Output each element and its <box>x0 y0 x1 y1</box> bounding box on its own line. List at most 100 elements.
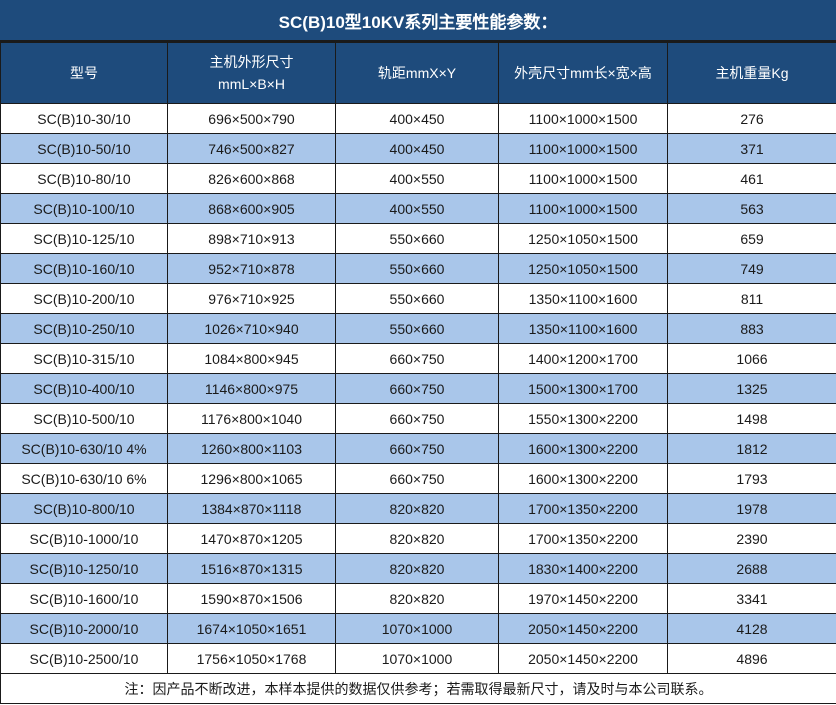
table-cell-col0: SC(B)10-30/10 <box>0 103 168 134</box>
table-cell-col0: SC(B)10-125/10 <box>0 223 168 254</box>
table-cell-col0: SC(B)10-400/10 <box>0 373 168 404</box>
table-cell-col1: 826×600×868 <box>167 163 336 194</box>
table-cell-col0: SC(B)10-2500/10 <box>0 643 168 674</box>
table-footer: 注：因产品不断改进，本样本提供的数据仅供参考；若需取得最新尺寸，请及时与本公司联… <box>0 673 836 704</box>
table-cell-col2: 550×660 <box>335 283 499 314</box>
table-cell-col0: SC(B)10-500/10 <box>0 403 168 434</box>
table-cell-col2: 400×450 <box>335 103 499 134</box>
table-cell-col1: 1756×1050×1768 <box>167 643 336 674</box>
table-cell-col1: 746×500×827 <box>167 133 336 164</box>
table-cell-col4: 1793 <box>667 463 836 494</box>
spec-table: 型号 主机外形尺寸 mmL×B×H 轨距mmX×Y 外壳尺寸mm长×宽×高 主机… <box>0 42 836 704</box>
table-cell-col1: 1176×800×1040 <box>167 403 336 434</box>
table-cell-col2: 660×750 <box>335 433 499 464</box>
table-cell-col1: 1026×710×940 <box>167 313 336 344</box>
table-row: SC(B)10-2000/10 1674×1050×1651 1070×1000 20… <box>0 613 836 644</box>
table-row: SC(B)10-500/10 1176×800×1040 660×750 1550×1… <box>0 403 836 434</box>
table-cell-col4: 883 <box>667 313 836 344</box>
table-row: SC(B)10-100/10 868×600×905 400×550 1100×100… <box>0 193 836 224</box>
table-cell-col0: SC(B)10-160/10 <box>0 253 168 284</box>
table-cell-col1: 868×600×905 <box>167 193 336 224</box>
header-row: 型号 主机外形尺寸 mmL×B×H 轨距mmX×Y 外壳尺寸mm长×宽×高 主机… <box>0 42 836 104</box>
table-cell-col1: 898×710×913 <box>167 223 336 254</box>
table-row: SC(B)10-800/10 1384×870×1118 820×820 1700×1… <box>0 493 836 524</box>
table-cell-col2: 820×820 <box>335 583 499 614</box>
table-cell-col3: 1700×1350×2200 <box>498 493 668 524</box>
table-cell-col3: 1100×1000×1500 <box>498 133 668 164</box>
table-row: SC(B)10-50/10 746×500×827 400×450 1100×1000… <box>0 133 836 164</box>
table-cell-col0: SC(B)10-315/10 <box>0 343 168 374</box>
table-cell-col4: 1812 <box>667 433 836 464</box>
table-cell-col1: 1084×800×945 <box>167 343 336 374</box>
table-cell-col3: 1550×1300×2200 <box>498 403 668 434</box>
table-cell-col2: 400×550 <box>335 193 499 224</box>
table-cell-col0: SC(B)10-1250/10 <box>0 553 168 584</box>
table-cell-col1: 1516×870×1315 <box>167 553 336 584</box>
table-row: SC(B)10-2500/10 1756×1050×1768 1070×1000 20… <box>0 643 836 674</box>
table-cell-col3: 1350×1100×1600 <box>498 283 668 314</box>
table-cell-col3: 1400×1200×1700 <box>498 343 668 374</box>
table-cell-col2: 660×750 <box>335 463 499 494</box>
table-cell-col3: 2050×1450×2200 <box>498 613 668 644</box>
note-row: 注：因产品不断改进，本样本提供的数据仅供参考；若需取得最新尺寸，请及时与本公司联… <box>0 673 836 704</box>
table-header: 型号 主机外形尺寸 mmL×B×H 轨距mmX×Y 外壳尺寸mm长×宽×高 主机… <box>0 42 836 104</box>
table-row: SC(B)10-80/10 826×600×868 400×550 1100×1000… <box>0 163 836 194</box>
column-header-shell-size: 外壳尺寸mm长×宽×高 <box>498 42 668 104</box>
table-cell-col2: 660×750 <box>335 343 499 374</box>
table-cell-col4: 3341 <box>667 583 836 614</box>
table-cell-col4: 749 <box>667 253 836 284</box>
table-cell-col1: 1260×800×1103 <box>167 433 336 464</box>
table-cell-col2: 660×750 <box>335 373 499 404</box>
table-cell-col0: SC(B)10-630/10 4% <box>0 433 168 464</box>
table-row: SC(B)10-30/10 696×500×790 400×450 1100×1000… <box>0 103 836 134</box>
column-header-model: 型号 <box>0 42 168 104</box>
table-cell-col3: 1970×1450×2200 <box>498 583 668 614</box>
table-cell-col0: SC(B)10-1600/10 <box>0 583 168 614</box>
table-body: SC(B)10-30/10 696×500×790 400×450 1100×1000… <box>0 103 836 674</box>
table-cell-col0: SC(B)10-250/10 <box>0 313 168 344</box>
table-cell-col4: 276 <box>667 103 836 134</box>
table-cell-col1: 1146×800×975 <box>167 373 336 404</box>
table-cell-col1: 696×500×790 <box>167 103 336 134</box>
table-cell-col3: 2050×1450×2200 <box>498 643 668 674</box>
table-cell-col3: 1250×1050×1500 <box>498 253 668 284</box>
table-cell-col0: SC(B)10-1000/10 <box>0 523 168 554</box>
table-cell-col3: 1500×1300×1700 <box>498 373 668 404</box>
table-cell-col4: 371 <box>667 133 836 164</box>
table-row: SC(B)10-200/10 976×710×925 550×660 1350×110… <box>0 283 836 314</box>
table-cell-col2: 550×660 <box>335 313 499 344</box>
table-cell-col4: 563 <box>667 193 836 224</box>
table-cell-col1: 1590×870×1506 <box>167 583 336 614</box>
table-cell-col0: SC(B)10-50/10 <box>0 133 168 164</box>
table-cell-col2: 660×750 <box>335 403 499 434</box>
table-cell-col0: SC(B)10-80/10 <box>0 163 168 194</box>
table-cell-col2: 550×660 <box>335 253 499 284</box>
table-cell-col4: 1066 <box>667 343 836 374</box>
table-cell-col2: 820×820 <box>335 523 499 554</box>
table-cell-col3: 1830×1400×2200 <box>498 553 668 584</box>
footer-note: 注：因产品不断改进，本样本提供的数据仅供参考；若需取得最新尺寸，请及时与本公司联… <box>0 673 836 704</box>
table-cell-col2: 550×660 <box>335 223 499 254</box>
table-row: SC(B)10-1600/10 1590×870×1506 820×820 1970×… <box>0 583 836 614</box>
table-row: SC(B)10-315/10 1084×800×945 660×750 1400×12… <box>0 343 836 374</box>
table-row: SC(B)10-125/10 898×710×913 550×660 1250×105… <box>0 223 836 254</box>
table-cell-col1: 1296×800×1065 <box>167 463 336 494</box>
table-cell-col4: 1325 <box>667 373 836 404</box>
table-cell-col3: 1600×1300×2200 <box>498 433 668 464</box>
table-cell-col3: 1100×1000×1500 <box>498 163 668 194</box>
table-cell-col3: 1100×1000×1500 <box>498 193 668 224</box>
table-cell-col0: SC(B)10-100/10 <box>0 193 168 224</box>
table-row: SC(B)10-630/10 4% 1260×800×1103 660×750 160… <box>0 433 836 464</box>
table-cell-col4: 4896 <box>667 643 836 674</box>
table-cell-col3: 1700×1350×2200 <box>498 523 668 554</box>
table-cell-col0: SC(B)10-800/10 <box>0 493 168 524</box>
table-cell-col1: 976×710×925 <box>167 283 336 314</box>
table-cell-col2: 820×820 <box>335 493 499 524</box>
table-title: SC(B)10型10KV系列主要性能参数： <box>0 0 836 42</box>
table-cell-col4: 659 <box>667 223 836 254</box>
table-cell-col0: SC(B)10-2000/10 <box>0 613 168 644</box>
table-cell-col2: 1070×1000 <box>335 643 499 674</box>
table-cell-col4: 1978 <box>667 493 836 524</box>
column-header-rail-gauge: 轨距mmX×Y <box>335 42 499 104</box>
table-cell-col3: 1100×1000×1500 <box>498 103 668 134</box>
